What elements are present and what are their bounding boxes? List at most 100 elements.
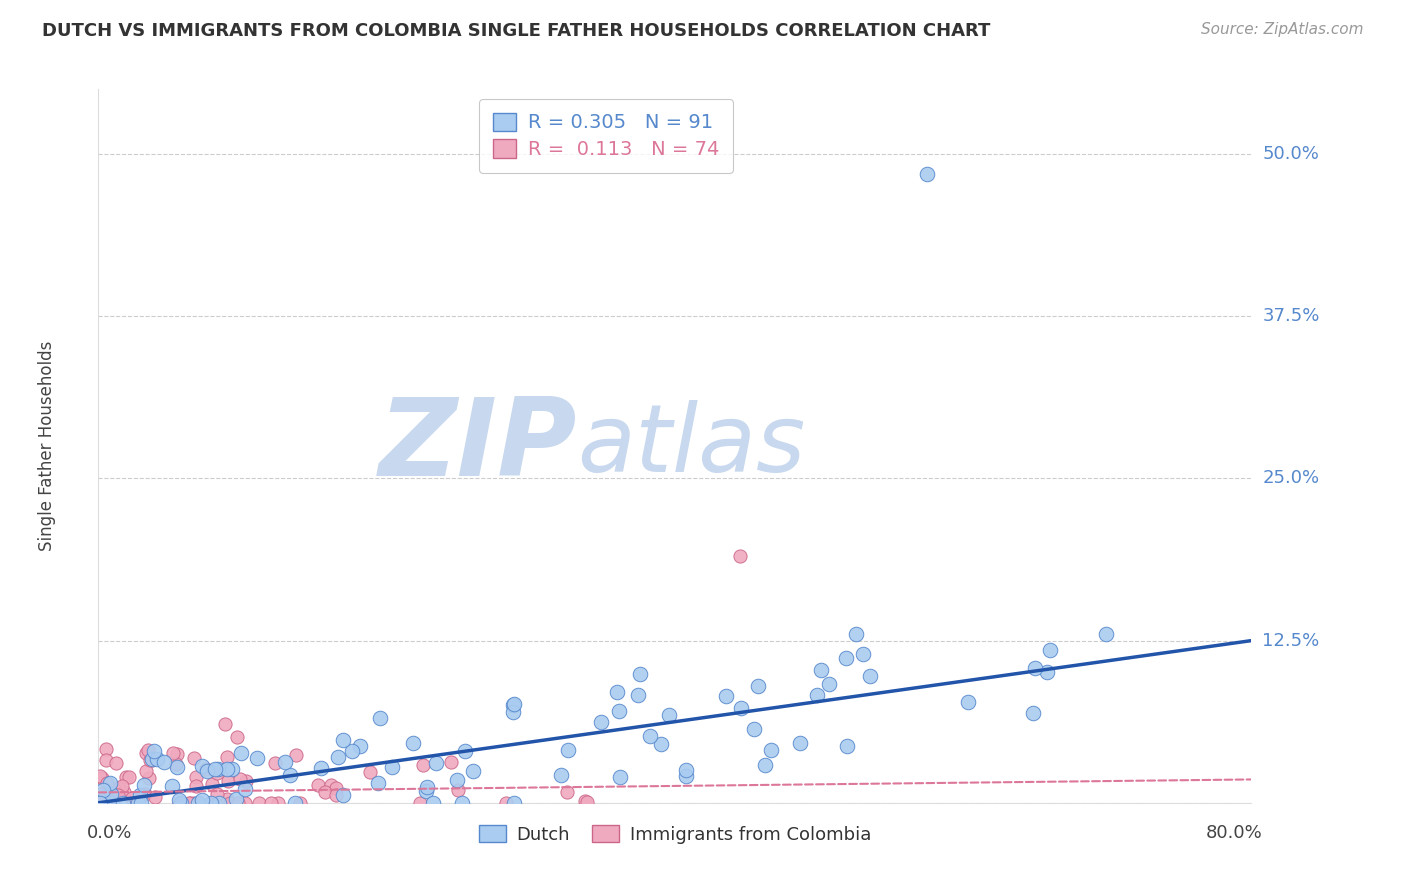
Point bbox=[284, 796, 307, 810]
Point bbox=[235, 773, 257, 788]
Point bbox=[121, 791, 143, 805]
Point bbox=[332, 733, 354, 747]
Point bbox=[96, 776, 118, 790]
Point bbox=[1039, 643, 1062, 657]
Point bbox=[845, 627, 868, 641]
Point bbox=[422, 796, 444, 810]
Point bbox=[451, 796, 474, 810]
Point bbox=[368, 711, 391, 725]
Point bbox=[183, 796, 205, 810]
Point bbox=[152, 755, 174, 769]
Point bbox=[143, 790, 166, 805]
Point bbox=[127, 796, 149, 810]
Text: ZIP: ZIP bbox=[378, 393, 576, 499]
Point bbox=[134, 787, 156, 801]
Point bbox=[129, 796, 152, 810]
Point bbox=[267, 796, 290, 810]
Point bbox=[278, 768, 301, 782]
Point bbox=[754, 758, 776, 772]
Point bbox=[162, 746, 184, 760]
Legend: Dutch, Immigrants from Colombia: Dutch, Immigrants from Colombia bbox=[471, 818, 879, 851]
Point bbox=[502, 698, 524, 712]
Point bbox=[284, 748, 307, 763]
Point bbox=[229, 772, 252, 787]
Point bbox=[606, 684, 628, 698]
Point bbox=[221, 762, 243, 776]
Point bbox=[325, 780, 347, 795]
Point bbox=[742, 722, 765, 736]
Point bbox=[217, 791, 239, 805]
Text: 37.5%: 37.5% bbox=[1263, 307, 1320, 326]
Point bbox=[191, 759, 214, 773]
Point bbox=[328, 749, 350, 764]
Point bbox=[806, 688, 828, 702]
Point bbox=[90, 788, 112, 802]
Point bbox=[141, 753, 163, 767]
Point bbox=[215, 762, 238, 776]
Point bbox=[638, 729, 661, 743]
Point bbox=[235, 782, 257, 797]
Point bbox=[503, 796, 526, 810]
Point bbox=[309, 761, 332, 775]
Point bbox=[402, 736, 425, 750]
Point bbox=[98, 776, 121, 790]
Point bbox=[183, 750, 205, 764]
Point bbox=[89, 769, 111, 783]
Point bbox=[217, 774, 239, 789]
Text: Single Father Households: Single Father Households bbox=[38, 341, 56, 551]
Point bbox=[332, 788, 354, 802]
Point bbox=[165, 757, 187, 772]
Point bbox=[818, 677, 841, 691]
Point bbox=[136, 743, 159, 757]
Text: 0.0%: 0.0% bbox=[87, 824, 132, 842]
Point bbox=[91, 783, 114, 797]
Point bbox=[112, 785, 135, 799]
Point bbox=[319, 778, 342, 792]
Point bbox=[187, 796, 209, 810]
Point bbox=[446, 773, 468, 788]
Point bbox=[557, 742, 579, 756]
Point bbox=[179, 796, 201, 810]
Point bbox=[167, 796, 190, 810]
Point bbox=[349, 739, 371, 753]
Point bbox=[107, 788, 129, 802]
Point bbox=[858, 669, 880, 683]
Point bbox=[231, 746, 253, 760]
Point bbox=[195, 763, 218, 777]
Point bbox=[100, 792, 122, 806]
Point bbox=[249, 796, 271, 810]
Point bbox=[591, 715, 613, 730]
Point bbox=[747, 679, 769, 693]
Point bbox=[191, 793, 214, 807]
Point bbox=[246, 751, 269, 765]
Text: 12.5%: 12.5% bbox=[1263, 632, 1320, 649]
Text: DUTCH VS IMMIGRANTS FROM COLOMBIA SINGLE FATHER HOUSEHOLDS CORRELATION CHART: DUTCH VS IMMIGRANTS FROM COLOMBIA SINGLE… bbox=[42, 22, 991, 40]
Point bbox=[197, 764, 219, 778]
Point bbox=[166, 747, 188, 762]
Point bbox=[208, 796, 231, 810]
Point bbox=[495, 796, 517, 810]
Point bbox=[957, 695, 980, 709]
Point bbox=[714, 689, 737, 703]
Text: atlas: atlas bbox=[576, 401, 806, 491]
Point bbox=[274, 756, 297, 770]
Point bbox=[100, 796, 122, 810]
Point bbox=[204, 762, 226, 776]
Point bbox=[103, 781, 125, 796]
Point bbox=[415, 784, 437, 798]
Point bbox=[107, 781, 129, 796]
Point bbox=[219, 796, 242, 810]
Point bbox=[416, 780, 439, 794]
Point bbox=[325, 788, 347, 802]
Point bbox=[1022, 706, 1045, 720]
Point bbox=[576, 795, 599, 809]
Point bbox=[87, 796, 110, 810]
Point bbox=[915, 167, 938, 181]
Point bbox=[225, 731, 247, 745]
Point bbox=[139, 753, 162, 767]
Point bbox=[503, 697, 526, 711]
Point bbox=[837, 739, 859, 754]
Point bbox=[200, 796, 222, 810]
Text: 80.0%: 80.0% bbox=[1206, 824, 1263, 842]
Point bbox=[101, 796, 124, 810]
